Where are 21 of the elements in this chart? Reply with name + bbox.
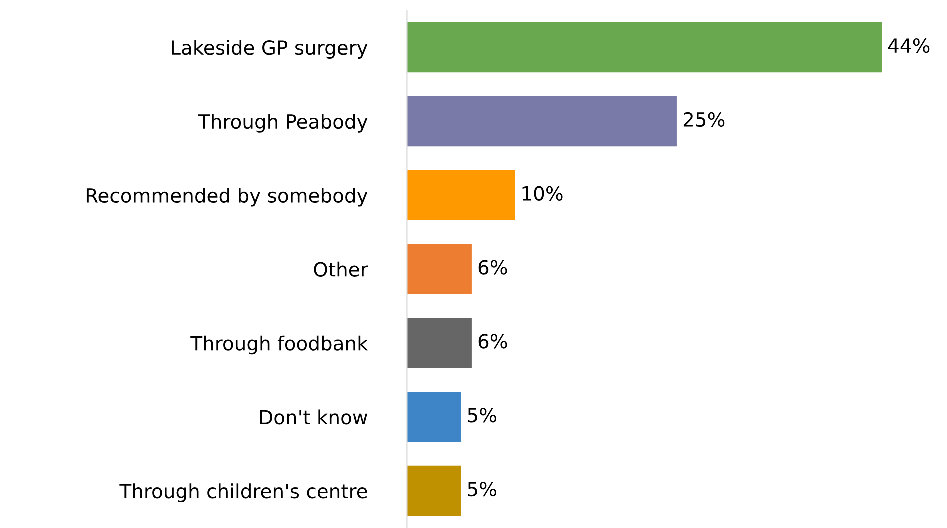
y-tick-label: Through Peabody — [198, 114, 368, 133]
data-label: 5% — [468, 482, 496, 497]
bar — [407, 96, 677, 147]
y-tick-label: Through foodbank — [190, 336, 368, 355]
y-tick-label: Recommended by somebody — [86, 188, 368, 207]
data-label: 44% — [888, 38, 930, 54]
y-tick-label: Through children's centre — [120, 484, 368, 502]
bar — [407, 392, 462, 442]
y-tick-label: Other — [314, 262, 368, 277]
bar — [407, 466, 462, 516]
data-label: 6% — [478, 334, 508, 349]
bar — [407, 170, 516, 220]
data-label: 6% — [478, 260, 508, 275]
y-tick-label: Don't know — [260, 410, 368, 425]
data-label: 25% — [684, 112, 725, 128]
y-tick-label: Lakeside GP surgery — [172, 40, 368, 59]
bar — [407, 318, 472, 368]
bar — [407, 22, 882, 73]
data-label: 5% — [468, 408, 496, 423]
data-label: 10% — [522, 186, 563, 201]
bar — [407, 244, 472, 294]
